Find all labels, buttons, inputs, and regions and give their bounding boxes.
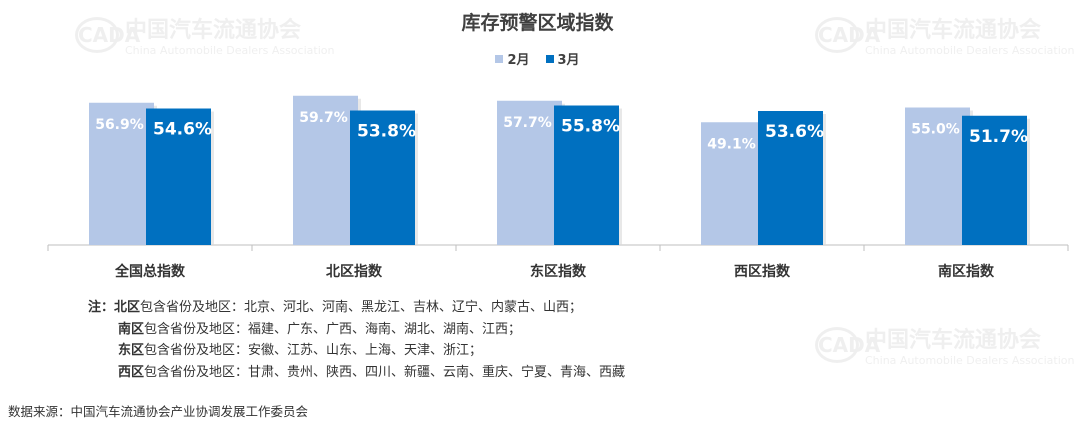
chart-title: 库存预警区域指数 [461,12,614,34]
data-label-mar: 55.8% [561,117,620,137]
data-source: 数据来源：中国汽车流通协会产业协调发展工作委员会 [8,404,309,419]
chart-legend: 2月 3月 [0,49,1075,68]
category-label: 西区指数 [734,263,791,280]
note-region-name: 东区 [118,343,145,358]
data-label-mar: 51.7% [969,127,1028,147]
category-label: 南区指数 [938,263,995,280]
bar-feb [89,102,154,245]
data-label-feb: 57.7% [503,115,552,131]
legend-swatch-mar [545,54,554,63]
legend-label-feb: 2月 [507,53,530,68]
note-line: 东区包含省份及地区：安徽、江苏、山东、上海、天津、浙江； [88,340,625,362]
data-label-feb: 49.1% [707,136,756,152]
bar-feb [905,107,970,245]
watermark-name-en: China Automobile Dealers Association [865,354,1075,367]
note-region-name: 北区 [114,300,141,315]
bar-mar [758,111,823,245]
bar-feb [293,95,358,245]
note-region-name: 西区 [118,364,145,380]
category-label: 东区指数 [530,263,587,280]
legend-item-feb: 2月 [495,49,530,68]
bar-mar [554,105,619,245]
category-label: 北区指数 [326,263,383,280]
bar-feb [497,100,562,245]
legend-swatch-feb [495,54,504,63]
note-region-name: 南区 [118,321,145,337]
bar-feb [701,122,766,245]
bar-chart: 56.9% 54.6% 全国总指数 59.7% 53.8% 北区指数 57.7% 55.8% 东… [47,95,1069,280]
data-label-feb: 55.0% [911,122,960,138]
data-label-feb: 56.9% [95,117,144,133]
note-text: 包含省份及地区：福建、广东、广西、海南、湖北、湖南、江西； [144,321,522,337]
note-line: 南区包含省份及地区：福建、广东、广西、海南、湖北、湖南、江西； [88,319,625,341]
data-label-mar: 53.6% [765,122,824,142]
data-label-mar: 53.8% [357,122,416,142]
note-prefix: 注： [88,300,115,315]
legend-label-mar: 3月 [557,53,580,68]
category-label: 全国总指数 [114,263,186,280]
note-line: 注：北区包含省份及地区：北京、河北、河南、黑龙江、吉林、辽宁、内蒙古、山西； [88,297,625,319]
bar-mar [350,110,415,245]
watermark-bottom-right: CADA 中国汽车流通协会 China Automobile Dealers A… [815,322,1074,367]
cada-logo-icon: CADA [815,326,880,363]
note-line: 西区包含省份及地区：甘肃、贵州、陕西、四川、新疆、云南、重庆、宁夏、青海、西藏 [88,362,625,384]
legend-item-mar: 3月 [545,49,580,68]
notes-block: 注：北区包含省份及地区：北京、河北、河南、黑龙江、吉林、辽宁、内蒙古、山西； 南… [88,297,625,383]
note-text: 包含省份及地区：安徽、江苏、山东、上海、天津、浙江； [144,343,483,358]
bar-mar [146,108,211,245]
data-label-mar: 54.6% [153,120,212,140]
note-text: 包含省份及地区：甘肃、贵州、陕西、四川、新疆、云南、重庆、宁夏、青海、西藏 [144,364,626,380]
note-text: 包含省份及地区：北京、河北、河南、黑龙江、吉林、辽宁、内蒙古、山西； [140,300,583,315]
bar-mar [962,115,1027,245]
data-label-feb: 59.7% [299,110,348,126]
watermark-name-cn: 中国汽车流通协会 [865,327,1042,353]
